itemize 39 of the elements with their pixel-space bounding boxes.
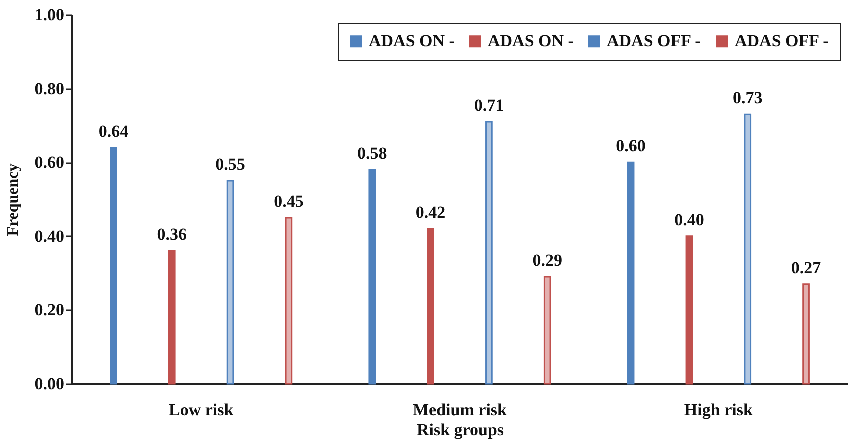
- data-label: 0.60: [616, 136, 646, 156]
- bar: [486, 121, 493, 385]
- data-label: 0.40: [674, 210, 704, 230]
- bar: [168, 250, 176, 385]
- data-label: 0.55: [216, 155, 246, 174]
- bar: [226, 180, 234, 385]
- bar: [802, 284, 810, 385]
- bar: [544, 276, 552, 385]
- legend-label: ADAS ON -: [369, 32, 456, 51]
- legend-label: ADAS OFF -: [735, 32, 830, 51]
- y-tick-label: 0.80: [34, 79, 64, 98]
- bar: [627, 162, 635, 385]
- x-tick-label: High risk: [684, 400, 754, 420]
- legend-label: ADAS ON -: [488, 32, 574, 51]
- y-tick-label: 0.00: [34, 374, 64, 394]
- x-tick-label: Medium risk: [413, 400, 508, 420]
- data-label: 0.64: [98, 122, 130, 141]
- x-axis-title: Risk groups: [416, 420, 504, 440]
- data-label: 0.71: [474, 96, 504, 116]
- bar: [285, 217, 293, 385]
- bar: [110, 147, 118, 385]
- data-label: 0.73: [732, 88, 763, 108]
- legend-label: ADAS OFF -: [607, 32, 702, 51]
- x-tick-label: Low risk: [168, 400, 234, 420]
- data-label: 0.45: [274, 192, 304, 211]
- bar: [744, 114, 752, 385]
- y-tick-label: 0.20: [34, 300, 64, 320]
- y-tick-label: 1.00: [34, 6, 64, 24]
- data-label: 0.27: [791, 258, 822, 278]
- data-label: 0.29: [532, 250, 562, 270]
- data-label: 0.42: [416, 203, 446, 222]
- y-tick-label: 0.60: [34, 153, 64, 172]
- data-label: 0.36: [157, 225, 188, 244]
- bar: [368, 169, 376, 385]
- y-tick-label: 0.40: [34, 226, 64, 246]
- data-label: 0.58: [358, 144, 388, 163]
- bar: [686, 236, 694, 385]
- y-axis-title: Frequency: [4, 164, 22, 236]
- bar: [427, 228, 434, 385]
